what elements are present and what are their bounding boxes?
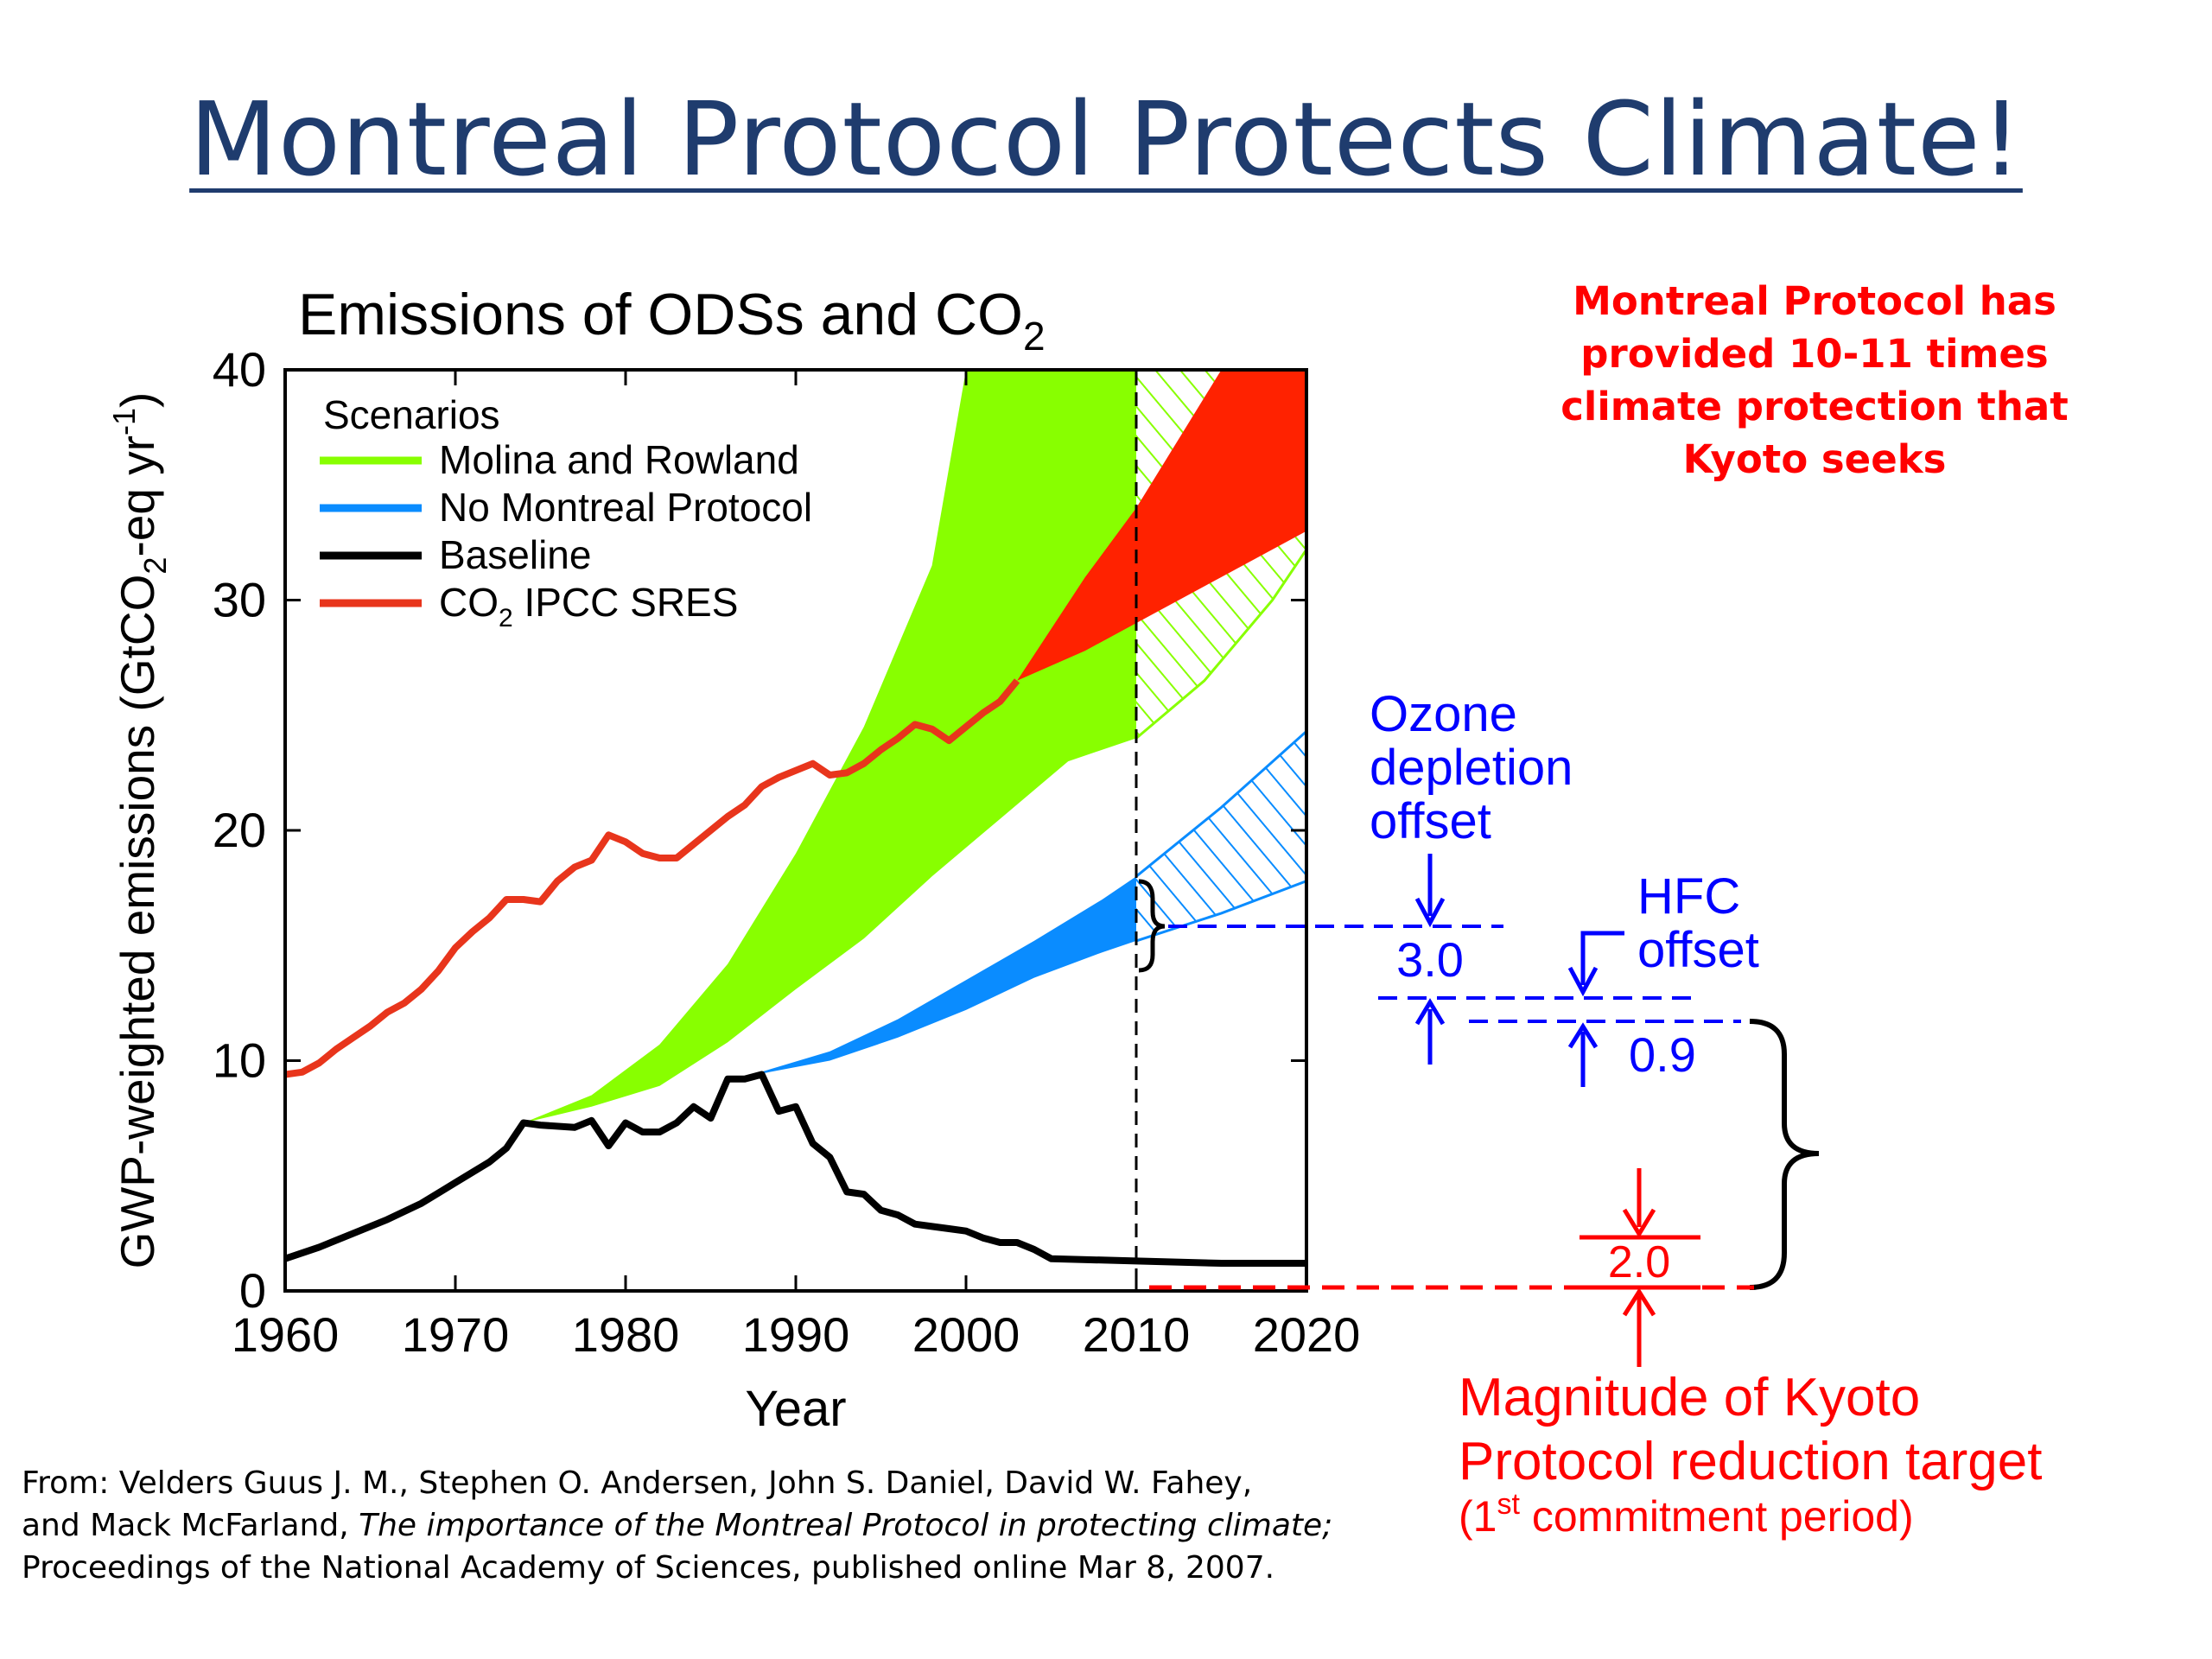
kyoto-up-arrow-head bbox=[1622, 1287, 1656, 1317]
citation-line-2: and Mack McFarland, The importance of th… bbox=[22, 1504, 1491, 1547]
legend-label-baseline: Baseline bbox=[439, 532, 591, 577]
baseline-line bbox=[285, 1071, 1306, 1267]
y-tick-label-20: 20 bbox=[213, 803, 266, 857]
citation: From: Velders Guus J. M., Stephen O. And… bbox=[22, 1462, 1491, 1589]
ylabel-part-4: -1 bbox=[106, 408, 142, 435]
ozone-offset-label: Ozone depletion offset bbox=[1370, 686, 1587, 849]
x-tick-label-2000: 2000 bbox=[912, 1307, 1020, 1362]
citation-line-3: Proceedings of the National Academy of S… bbox=[22, 1550, 1275, 1586]
x-tick-label-2010: 2010 bbox=[1083, 1307, 1191, 1362]
hfc-label-line-1: HFC bbox=[1637, 868, 1740, 925]
hfc-value: 0.9 bbox=[1629, 1027, 1696, 1082]
y-tick-label-40: 40 bbox=[213, 342, 266, 397]
legend-co2-part-1: CO bbox=[439, 580, 499, 625]
ozone-down-arrow-head bbox=[1414, 897, 1446, 928]
hfc-label-line-2: offset bbox=[1637, 922, 1759, 978]
hfc-down-arrow-head bbox=[1567, 966, 1599, 997]
kyoto-period-part-3: commitment period) bbox=[1520, 1492, 1914, 1541]
molina-projection-lower-edge bbox=[1135, 549, 1306, 740]
co2-sres-band bbox=[1017, 370, 1306, 681]
ozone-up-arrow-head bbox=[1414, 998, 1446, 1026]
callout-line-2: provided 10-11 times bbox=[1580, 331, 2049, 377]
callout-line-3: climate protection that bbox=[1560, 384, 2069, 429]
annotations: Ozone depletion offset 3.0 HFC offset 0.… bbox=[1138, 686, 2043, 1541]
kyoto-down-arrow-head bbox=[1622, 1208, 1656, 1238]
molina-band bbox=[523, 370, 1136, 1123]
callout-text: Montreal Protocol has provided 10-11 tim… bbox=[1538, 275, 2091, 486]
y-axis-label: GWP-weighted emissions (GtCO2-eq yr-1) bbox=[106, 392, 173, 1269]
kyoto-label-line-1: Magnitude of Kyoto bbox=[1459, 1368, 1920, 1427]
legend-label-no-montreal: No Montreal Protocol bbox=[439, 485, 812, 530]
hfc-up-arrow-head bbox=[1567, 1022, 1599, 1049]
slide-title: Montreal Protocol Protects Climate! bbox=[189, 79, 2023, 199]
x-axis-label: Year bbox=[745, 1381, 846, 1437]
legend: Scenarios Molina and Rowland No Montreal… bbox=[320, 392, 812, 632]
legend-co2-part-3: IPCC SRES bbox=[513, 580, 739, 625]
citation-paper-title: The importance of the Montreal Protocol … bbox=[359, 1508, 1333, 1543]
co2-sres-line bbox=[285, 678, 1020, 1078]
citation-line-1: From: Velders Guus J. M., Stephen O. And… bbox=[22, 1465, 1253, 1501]
no-montreal-projection-upper-edge bbox=[1135, 730, 1306, 878]
ozone-value: 3.0 bbox=[1396, 932, 1464, 987]
kyoto-period-part-2: st bbox=[1497, 1488, 1520, 1521]
y-tick-label-30: 30 bbox=[213, 573, 266, 627]
chart-title: Emissions of ODSs and CO2 bbox=[298, 282, 1046, 359]
kyoto-period-part-1: (1 bbox=[1459, 1492, 1497, 1541]
x-tick-label-1970: 1970 bbox=[402, 1307, 510, 1362]
no-montreal-projection-hatch bbox=[1136, 731, 1306, 941]
kyoto-value: 2.0 bbox=[1608, 1237, 1670, 1287]
ylabel-part-3: -eq yr bbox=[111, 435, 164, 557]
legend-title: Scenarios bbox=[323, 392, 500, 437]
no-montreal-projection-lower-edge bbox=[1135, 880, 1306, 943]
y-tick-label-0: 0 bbox=[239, 1263, 266, 1318]
callout-line-4: Kyoto seeks bbox=[1682, 436, 1947, 482]
ozone-brace bbox=[1138, 879, 1166, 973]
kyoto-label-line-2: Protocol reduction target bbox=[1459, 1432, 2043, 1491]
kyoto-period: (1st commitment period) bbox=[1459, 1488, 1914, 1541]
ozone-label-line-2: depletion bbox=[1370, 740, 1573, 796]
ozone-label-line-3: offset bbox=[1370, 793, 1491, 849]
kyoto-label: Magnitude of Kyoto Protocol reduction ta… bbox=[1459, 1368, 2043, 1491]
x-tick-label-1990: 1990 bbox=[742, 1307, 850, 1362]
x-tick-label-1980: 1980 bbox=[572, 1307, 680, 1362]
ylabel-part-1: GWP-weighted emissions (GtCO bbox=[111, 575, 164, 1269]
citation-line-2-authors: and Mack McFarland, bbox=[22, 1508, 359, 1543]
ylabel-part-5: ) bbox=[111, 392, 164, 408]
y-tick-label-10: 10 bbox=[213, 1033, 266, 1088]
ozone-label-line-1: Ozone bbox=[1370, 686, 1517, 742]
hfc-offset-label: HFC offset bbox=[1637, 868, 1759, 978]
callout-line-1: Montreal Protocol has bbox=[1573, 278, 2056, 324]
ylabel-part-2: 2 bbox=[137, 557, 173, 575]
x-tick-label-2020: 2020 bbox=[1253, 1307, 1361, 1362]
x-tick-label-1960: 1960 bbox=[232, 1307, 340, 1362]
chart-title-sub: 2 bbox=[1023, 314, 1046, 359]
chart-title-text: Emissions of ODSs and CO bbox=[298, 282, 1023, 347]
kyoto-brace bbox=[1749, 1019, 1820, 1290]
legend-label-co2: CO2 IPCC SRES bbox=[439, 580, 738, 632]
hfc-down-arrow bbox=[1580, 931, 1624, 985]
legend-co2-part-2: 2 bbox=[499, 604, 513, 632]
legend-label-molina: Molina and Rowland bbox=[439, 437, 799, 482]
